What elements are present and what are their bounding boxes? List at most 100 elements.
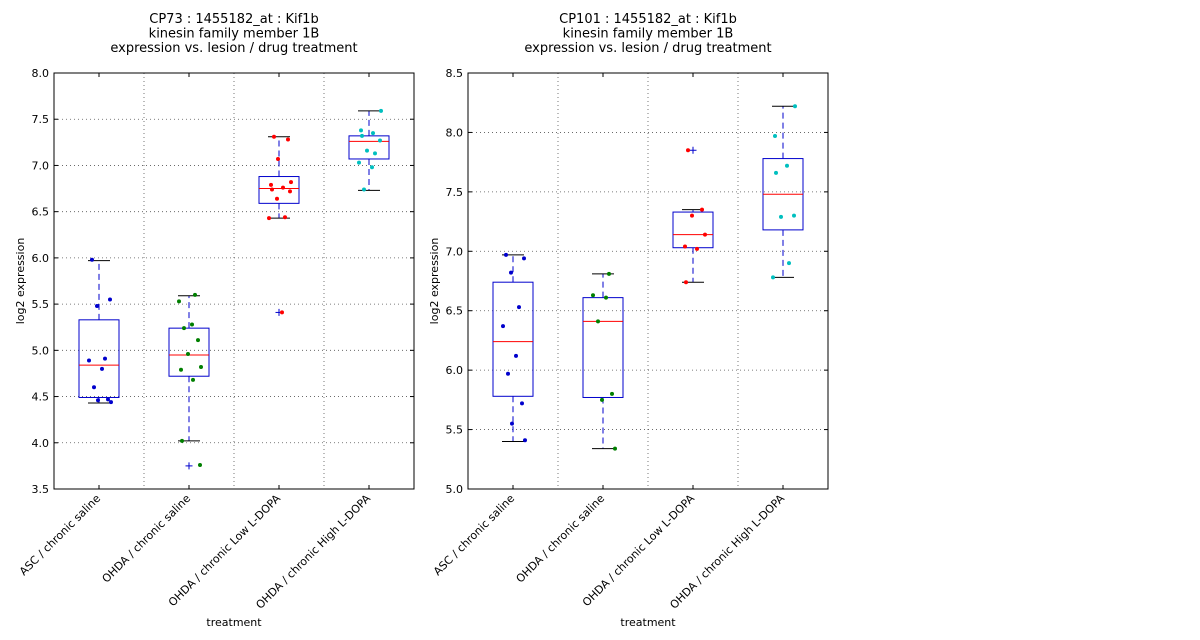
x-tick-label: OHDA / chronic saline [514, 492, 608, 586]
y-tick-label: 6.0 [32, 252, 50, 265]
data-point [370, 165, 374, 170]
data-point [504, 252, 508, 257]
data-point [600, 397, 604, 402]
chart-title-line: CP101 : 1455182_at : Kif1b [559, 12, 737, 27]
y-tick-label: 4.0 [32, 437, 50, 450]
chart-title-line: kinesin family member 1B [563, 27, 734, 42]
x-axis-label: treatment [620, 616, 676, 629]
data-point [365, 148, 369, 153]
x-tick-label: OHDA / chronic saline [100, 492, 194, 586]
data-point [92, 385, 96, 390]
y-tick-label: 8.0 [32, 67, 50, 80]
x-tick-label: ASC / chronic saline [431, 492, 517, 578]
data-point [793, 104, 797, 109]
data-point [109, 400, 113, 405]
data-point [87, 358, 91, 363]
data-point [275, 196, 279, 201]
y-tick-label: 5.5 [32, 298, 50, 311]
y-axis-label: log2 expression [14, 238, 27, 325]
data-point [378, 138, 382, 143]
data-point [771, 275, 775, 280]
data-point [522, 256, 526, 261]
data-point [686, 148, 690, 153]
box [168, 327, 210, 377]
data-point [379, 108, 383, 113]
data-point [520, 401, 524, 406]
data-point [96, 398, 100, 403]
y-tick-label: 6.5 [32, 206, 50, 219]
x-axis-label: treatment [206, 616, 262, 629]
data-point [179, 367, 183, 372]
data-point [198, 462, 202, 467]
data-point [510, 421, 514, 426]
data-point [269, 182, 273, 187]
data-point [289, 180, 293, 185]
data-point [180, 438, 184, 443]
data-point [288, 189, 292, 194]
data-point [683, 244, 687, 249]
data-point [95, 303, 99, 308]
data-point [281, 185, 285, 190]
data-point [774, 170, 778, 175]
data-point [700, 207, 704, 212]
y-tick-label: 7.0 [446, 245, 464, 258]
data-point [182, 326, 186, 331]
plot-frame [53, 72, 415, 490]
data-point [506, 371, 510, 376]
box [348, 135, 390, 160]
y-tick-label: 6.5 [446, 305, 464, 318]
data-point [695, 246, 699, 251]
data-point [196, 338, 200, 343]
y-tick-label: 6.0 [446, 364, 464, 377]
data-point [359, 128, 363, 133]
y-tick-label: 4.5 [32, 391, 50, 404]
data-point [106, 397, 110, 402]
data-point [371, 131, 375, 136]
data-point [193, 292, 197, 297]
data-point [787, 261, 791, 266]
data-point [604, 295, 608, 300]
plot-frame [467, 72, 829, 490]
data-point [785, 163, 789, 168]
data-point [779, 214, 783, 219]
y-tick-label: 7.0 [32, 159, 50, 172]
data-point [270, 187, 274, 192]
data-point [596, 319, 600, 324]
data-point [613, 446, 617, 451]
data-point [509, 270, 513, 275]
chart-title-line: expression vs. lesion / drug treatment [524, 41, 771, 56]
data-point [501, 324, 505, 329]
box [672, 211, 714, 249]
data-point [360, 133, 364, 138]
data-point [610, 391, 614, 396]
data-point [523, 438, 527, 443]
box [582, 297, 624, 398]
chart-title-line: kinesin family member 1B [149, 27, 320, 42]
y-tick-label: 3.5 [32, 483, 50, 496]
data-point [684, 280, 688, 285]
y-axis-label: log2 expression [428, 238, 441, 325]
data-point [607, 271, 611, 276]
data-point [373, 151, 377, 156]
chart-title-line: CP73 : 1455182_at : Kif1b [149, 12, 318, 27]
data-point [357, 160, 361, 165]
data-point [108, 297, 112, 302]
data-point [283, 215, 287, 220]
data-point [103, 356, 107, 361]
data-point [272, 134, 276, 139]
data-point [517, 305, 521, 310]
data-point [591, 293, 595, 298]
data-point [267, 216, 271, 221]
data-point [286, 137, 290, 142]
data-point [703, 232, 707, 237]
data-point [514, 353, 518, 358]
data-point [276, 156, 280, 161]
y-tick-label: 5.0 [32, 344, 50, 357]
data-point [362, 187, 366, 192]
x-tick-label: ASC / chronic saline [17, 492, 103, 578]
box [492, 281, 534, 397]
y-tick-label: 8.0 [446, 126, 464, 139]
